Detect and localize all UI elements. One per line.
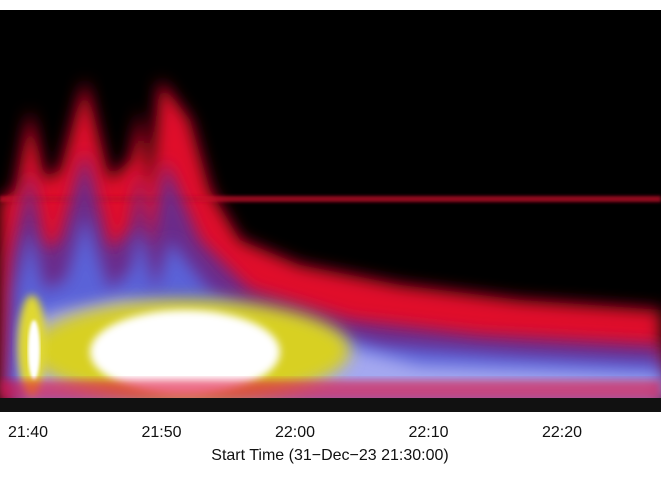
x-tick-label: 22:20: [542, 424, 582, 441]
emission-core: [90, 310, 280, 394]
emission-line: [0, 196, 661, 202]
x-tick-label: 21:40: [8, 424, 48, 441]
emission-core-left: [28, 320, 40, 380]
emission-bottom: [0, 380, 661, 400]
x-axis-title: Start Time (31−Dec−23 21:30:00): [211, 447, 448, 464]
x-tick-label: 21:50: [141, 424, 181, 441]
spectrogram: [0, 10, 661, 412]
x-tick-label: 22:00: [275, 424, 315, 441]
plot-bottom-band: [0, 398, 661, 412]
x-tick-label: 22:10: [408, 424, 448, 441]
